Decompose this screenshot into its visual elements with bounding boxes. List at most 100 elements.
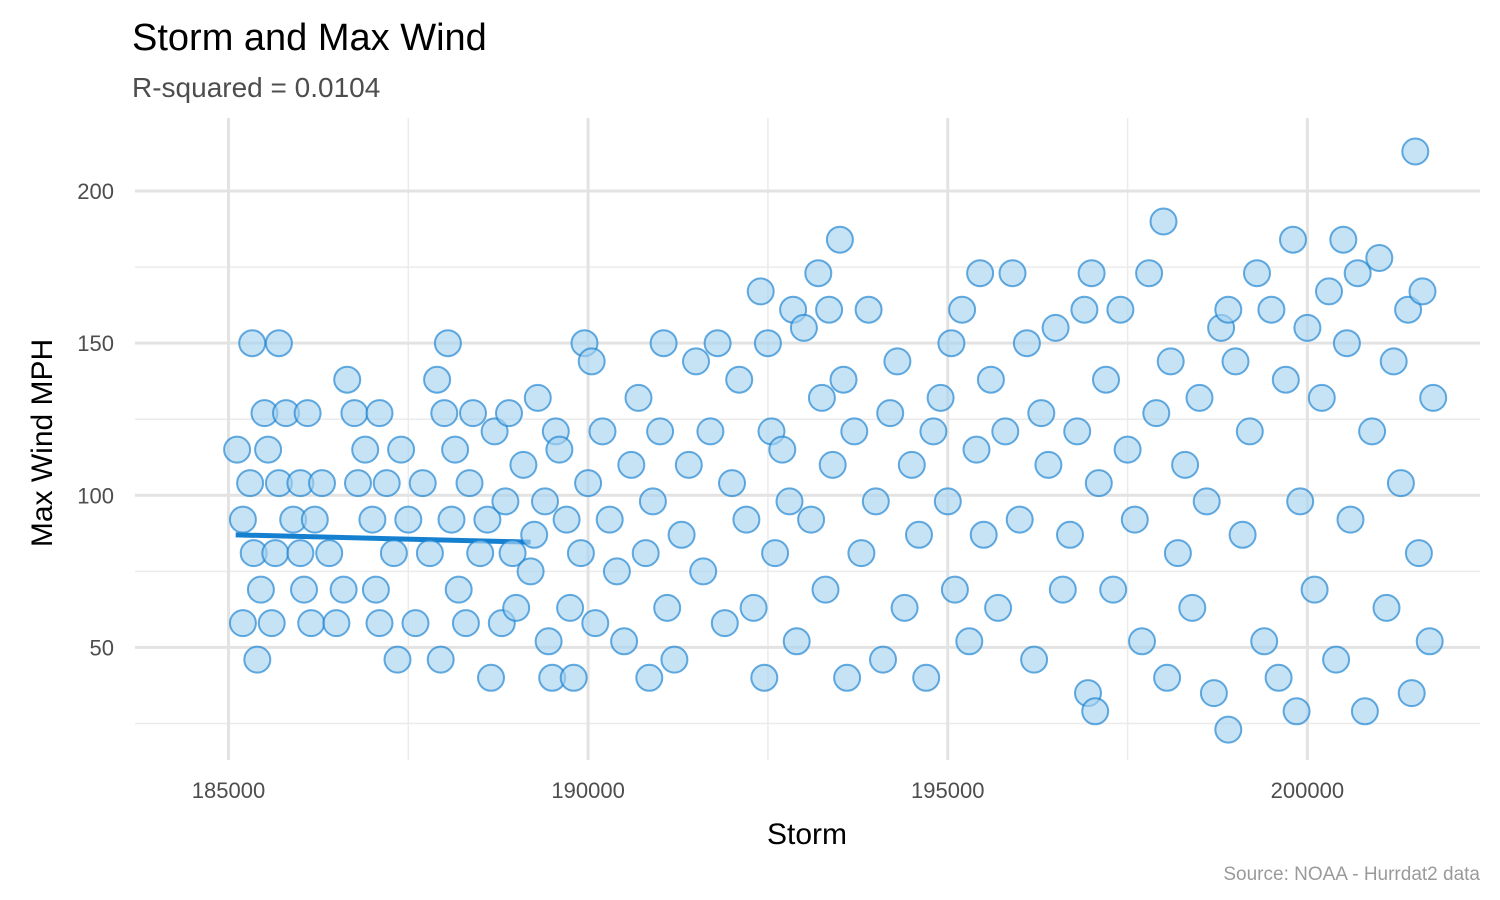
data-point — [854, 295, 883, 324]
data-point — [940, 575, 969, 604]
data-point — [1027, 399, 1056, 428]
data-point — [1365, 244, 1394, 272]
data-point — [991, 417, 1020, 446]
data-point — [383, 645, 412, 674]
data-point — [1214, 715, 1243, 744]
y-tick-label: 100 — [77, 483, 114, 508]
data-point — [1419, 383, 1448, 412]
x-tick-label: 195000 — [911, 778, 984, 803]
data-point — [1120, 505, 1149, 534]
data-point — [682, 347, 710, 376]
data-point — [833, 663, 862, 692]
data-point — [300, 505, 329, 534]
data-point — [811, 575, 840, 604]
data-point — [1005, 505, 1034, 534]
data-point — [401, 609, 430, 638]
data-point — [818, 450, 847, 479]
data-point — [1041, 313, 1070, 342]
data-point — [459, 399, 487, 428]
data-point — [498, 539, 527, 568]
data-point — [602, 557, 631, 586]
data-point — [509, 450, 538, 479]
data-point — [912, 663, 941, 692]
data-point — [1149, 207, 1178, 236]
data-point — [1336, 505, 1365, 534]
data-point — [1092, 365, 1120, 394]
data-point — [387, 435, 416, 464]
data-point — [480, 417, 509, 446]
data-point — [254, 435, 283, 464]
data-point — [1332, 329, 1361, 358]
data-point — [1394, 295, 1423, 324]
data-point — [1386, 469, 1415, 498]
data-point — [1156, 347, 1185, 376]
data-point — [869, 645, 897, 674]
data-point — [1358, 417, 1387, 446]
data-point — [223, 435, 252, 464]
data-point — [433, 329, 462, 358]
data-point — [516, 557, 545, 586]
data-point — [1315, 277, 1343, 306]
y-tick-label: 200 — [77, 179, 114, 204]
data-point — [631, 539, 660, 568]
data-point — [1243, 259, 1271, 288]
data-point — [441, 435, 470, 464]
data-point — [1163, 539, 1192, 568]
data-point — [624, 383, 653, 412]
data-point — [361, 575, 390, 604]
grid-lines — [135, 118, 1480, 760]
data-point — [804, 259, 833, 288]
data-point — [1397, 679, 1426, 708]
data-point — [876, 399, 905, 428]
data-point — [1350, 697, 1379, 726]
data-point — [732, 505, 761, 534]
data-point — [998, 259, 1027, 288]
data-point — [1178, 593, 1207, 622]
data-point — [1271, 365, 1300, 394]
data-point — [1343, 259, 1372, 288]
y-tick-label: 50 — [90, 635, 114, 660]
data-point — [1020, 645, 1049, 674]
data-point — [897, 450, 926, 479]
data-point — [815, 295, 844, 324]
data-point — [718, 469, 746, 498]
data-point — [1379, 347, 1408, 376]
data-point — [667, 520, 696, 549]
data-point — [574, 469, 603, 498]
data-point — [1264, 663, 1293, 692]
data-point — [966, 259, 995, 288]
data-point — [534, 627, 563, 656]
data-point — [372, 469, 401, 498]
data-point — [1070, 295, 1099, 324]
data-point — [1250, 627, 1279, 656]
data-point — [1415, 627, 1444, 656]
data-point — [761, 539, 790, 568]
data-point — [1286, 487, 1315, 516]
data-point — [1063, 417, 1092, 446]
data-point — [290, 575, 318, 604]
data-point — [739, 593, 768, 622]
data-point — [847, 539, 876, 568]
data-point — [617, 450, 646, 479]
data-point — [333, 365, 362, 394]
data-point — [228, 505, 257, 534]
data-point — [890, 593, 919, 622]
data-point — [1192, 487, 1221, 516]
data-point — [984, 593, 1013, 622]
data-point — [329, 575, 358, 604]
data-point — [797, 505, 826, 534]
data-point — [365, 609, 394, 638]
data-point — [308, 469, 336, 498]
data-point — [1185, 383, 1214, 412]
data-point — [588, 417, 617, 446]
data-point — [807, 383, 836, 412]
data-point — [451, 609, 480, 638]
data-point — [1048, 575, 1077, 604]
data-point — [581, 609, 610, 638]
data-point — [750, 663, 779, 692]
data-point — [444, 575, 473, 604]
data-point — [1171, 450, 1200, 479]
data-point — [315, 539, 344, 568]
data-point — [926, 383, 955, 412]
data-point — [1142, 399, 1171, 428]
